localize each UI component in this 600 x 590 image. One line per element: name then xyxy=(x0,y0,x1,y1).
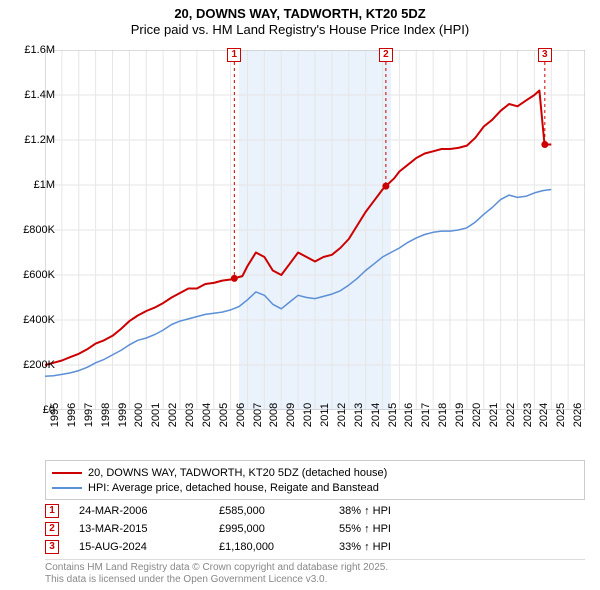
sale-row-3: 3 15-AUG-2024 £1,180,000 33% ↑ HPI xyxy=(45,538,585,556)
sales-table: 1 24-MAR-2006 £585,000 38% ↑ HPI 2 13-MA… xyxy=(45,502,585,556)
x-axis-label: 2026 xyxy=(572,403,584,427)
x-axis-label: 2022 xyxy=(505,403,517,427)
legend: 20, DOWNS WAY, TADWORTH, KT20 5DZ (detac… xyxy=(45,460,585,500)
x-axis-label: 2015 xyxy=(387,403,399,427)
sale-marker-1: 1 xyxy=(45,504,59,518)
sale-price-2: £995,000 xyxy=(219,523,339,535)
y-axis-label: £1.4M xyxy=(24,89,55,101)
x-axis-label: 2011 xyxy=(319,403,331,427)
sale-pct-1: 38% ↑ HPI xyxy=(339,505,439,517)
title-line2: Price paid vs. HM Land Registry's House … xyxy=(0,22,600,37)
x-axis-label: 2014 xyxy=(370,403,382,427)
x-axis-label: 2006 xyxy=(235,403,247,427)
sale-pct-3: 33% ↑ HPI xyxy=(339,541,439,553)
sale-date-2: 13-MAR-2015 xyxy=(79,523,219,535)
legend-item-price-paid: 20, DOWNS WAY, TADWORTH, KT20 5DZ (detac… xyxy=(52,465,578,480)
title-line1: 20, DOWNS WAY, TADWORTH, KT20 5DZ xyxy=(0,6,600,21)
chart-marker-box-3: 3 xyxy=(538,48,552,62)
chart-svg xyxy=(45,50,585,410)
title-block: 20, DOWNS WAY, TADWORTH, KT20 5DZ Price … xyxy=(0,0,600,37)
x-axis-label: 1996 xyxy=(66,403,78,427)
sale-price-1: £585,000 xyxy=(219,505,339,517)
x-axis-label: 2002 xyxy=(167,403,179,427)
y-axis-label: £1.6M xyxy=(24,44,55,56)
x-axis-label: 2012 xyxy=(336,403,348,427)
legend-swatch-price-paid xyxy=(52,472,82,474)
x-axis-label: 2010 xyxy=(302,403,314,427)
y-axis-label: £600K xyxy=(23,269,55,281)
x-axis-label: 1998 xyxy=(100,403,112,427)
sale-pct-2: 55% ↑ HPI xyxy=(339,523,439,535)
chart-marker-box-2: 2 xyxy=(379,48,393,62)
sale-row-2: 2 13-MAR-2015 £995,000 55% ↑ HPI xyxy=(45,520,585,538)
x-axis-label: 2000 xyxy=(133,403,145,427)
x-axis-label: 2019 xyxy=(454,403,466,427)
chart-area xyxy=(45,50,585,410)
footer: Contains HM Land Registry data © Crown c… xyxy=(45,559,585,586)
x-axis-label: 2020 xyxy=(471,403,483,427)
legend-item-hpi: HPI: Average price, detached house, Reig… xyxy=(52,480,578,495)
sale-date-3: 15-AUG-2024 xyxy=(79,541,219,553)
sale-row-1: 1 24-MAR-2006 £585,000 38% ↑ HPI xyxy=(45,502,585,520)
x-axis-label: 2018 xyxy=(437,403,449,427)
x-axis-label: 2013 xyxy=(353,403,365,427)
x-axis-label: 2005 xyxy=(218,403,230,427)
y-axis-label: £400K xyxy=(23,314,55,326)
x-axis-label: 2025 xyxy=(555,403,567,427)
sale-marker-3: 3 xyxy=(45,540,59,554)
x-axis-label: 2024 xyxy=(538,403,550,427)
legend-label-price-paid: 20, DOWNS WAY, TADWORTH, KT20 5DZ (detac… xyxy=(88,467,387,479)
sale-marker-2: 2 xyxy=(45,522,59,536)
x-axis-label: 2017 xyxy=(420,403,432,427)
chart-container: 20, DOWNS WAY, TADWORTH, KT20 5DZ Price … xyxy=(0,0,600,590)
y-axis-label: £200K xyxy=(23,359,55,371)
footer-line2: This data is licensed under the Open Gov… xyxy=(45,574,585,586)
y-axis-label: £1.2M xyxy=(24,134,55,146)
x-axis-label: 2023 xyxy=(522,403,534,427)
sale-price-3: £1,180,000 xyxy=(219,541,339,553)
x-axis-label: 2001 xyxy=(150,403,162,427)
footer-line1: Contains HM Land Registry data © Crown c… xyxy=(45,562,585,574)
x-axis-label: 2003 xyxy=(184,403,196,427)
y-axis-label: £800K xyxy=(23,224,55,236)
x-axis-label: 1997 xyxy=(83,403,95,427)
x-axis-label: 2008 xyxy=(268,403,280,427)
sale-date-1: 24-MAR-2006 xyxy=(79,505,219,517)
x-axis-label: 1995 xyxy=(49,403,61,427)
legend-swatch-hpi xyxy=(52,487,82,489)
x-axis-label: 2016 xyxy=(403,403,415,427)
x-axis-label: 2007 xyxy=(252,403,264,427)
legend-label-hpi: HPI: Average price, detached house, Reig… xyxy=(88,482,379,494)
x-axis-label: 2004 xyxy=(201,403,213,427)
chart-marker-box-1: 1 xyxy=(227,48,241,62)
x-axis-label: 1999 xyxy=(117,403,129,427)
x-axis-label: 2021 xyxy=(488,403,500,427)
y-axis-label: £1M xyxy=(34,179,55,191)
x-axis-label: 2009 xyxy=(285,403,297,427)
